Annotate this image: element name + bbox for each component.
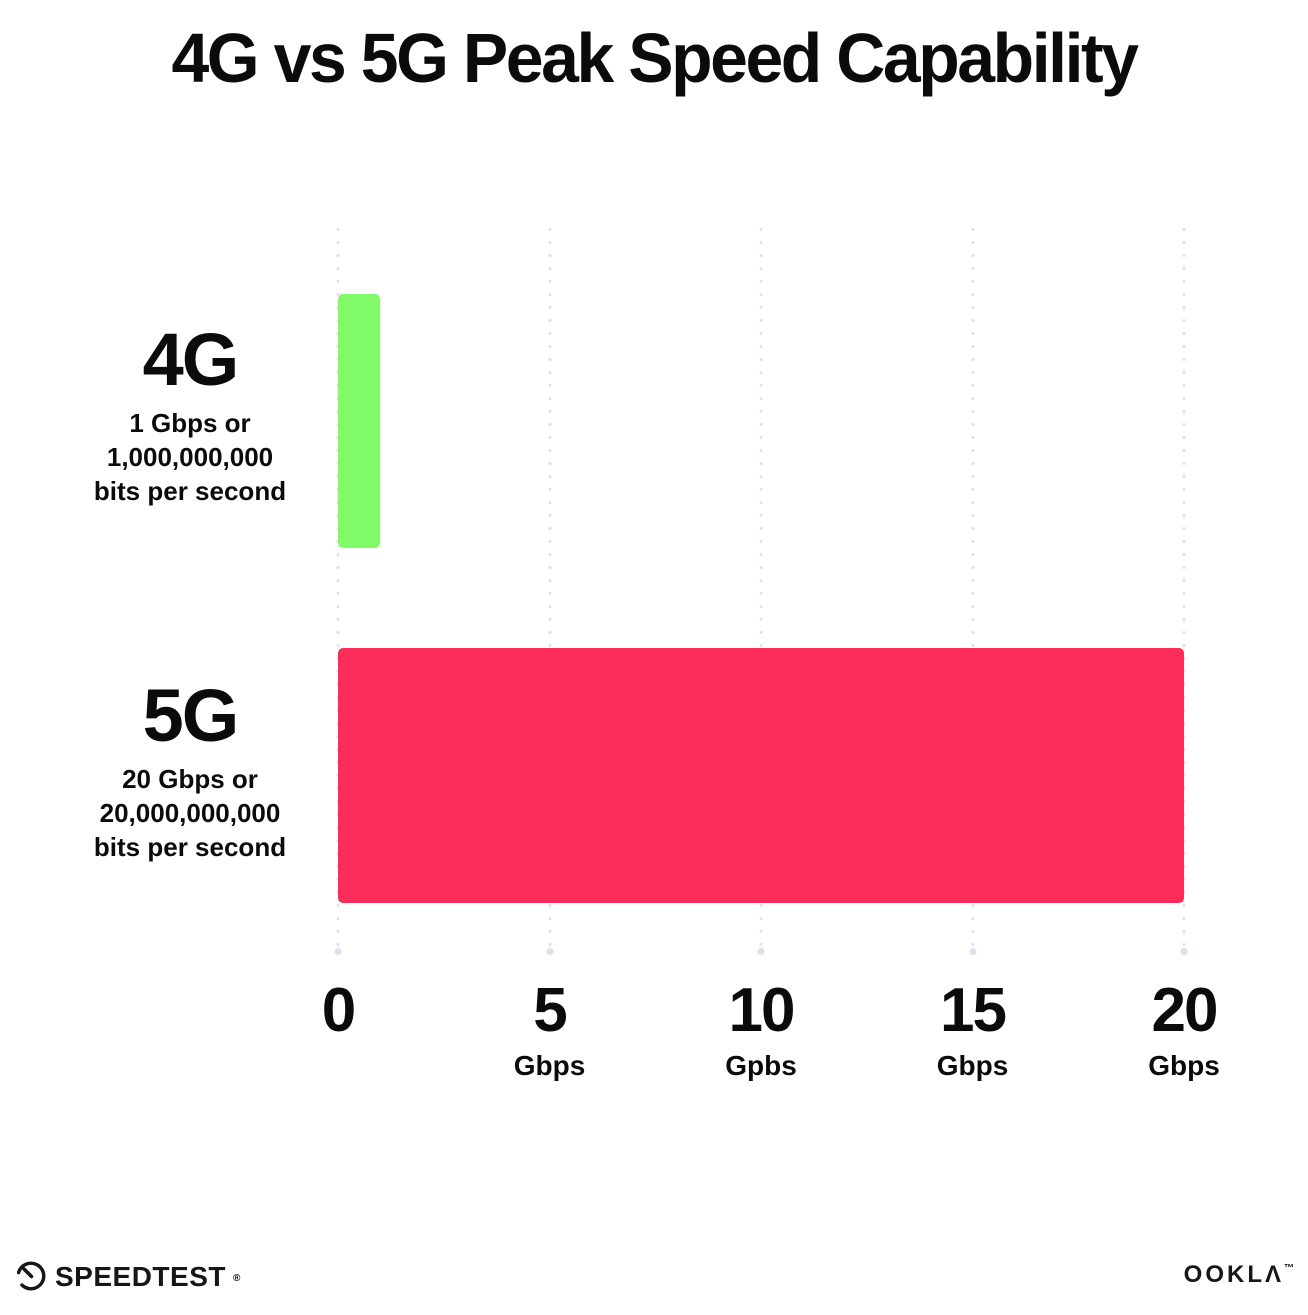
trademark-mark: ™: [1284, 1263, 1294, 1274]
ookla-logo: OOKLΛ™: [1184, 1261, 1294, 1289]
x-tick-10: 10 Gpbs: [641, 978, 881, 1080]
x-axis: 0 5 Gbps 10 Gpbs 15 Gbps 20 Gbps: [322, 978, 1220, 1108]
x-tick-15: 15 Gbps: [853, 978, 1093, 1080]
x-tick-0: 0: [218, 978, 458, 1043]
gridline-20: [1180, 223, 1188, 955]
bar-5g: [338, 648, 1184, 903]
category-sublabel: 1 Gbps or: [129, 407, 251, 438]
row-label-4g: 4G 1 Gbps or 1,000,000,000 bits per second: [40, 318, 340, 508]
gridline-5: [546, 223, 553, 955]
gridline-10: [757, 223, 765, 955]
bar-4g: [338, 294, 381, 548]
x-tick-value: 10: [728, 976, 796, 1045]
category-name: 5G: [142, 674, 240, 757]
x-tick-unit: Gpbs: [725, 1050, 797, 1082]
x-tick-value: 0: [321, 976, 356, 1045]
category-sublabel: bits per second: [93, 831, 287, 862]
gridline-15: [969, 223, 976, 955]
category-sublabel: 20,000,000,000: [99, 797, 281, 828]
chart-title: 4G vs 5G Peak Speed Capability: [171, 19, 1139, 97]
x-tick-20: 20 Gbps: [1064, 978, 1304, 1080]
ookla-wordmark: OOKLΛ: [1183, 1261, 1284, 1288]
x-tick-value: 15: [940, 976, 1007, 1045]
category-sublabel: 20 Gbps or: [122, 763, 258, 794]
x-tick-value: 20: [1151, 976, 1219, 1045]
speedtest-logo: SPEEDTEST ®: [15, 1260, 240, 1293]
x-tick-unit: Gbps: [513, 1050, 586, 1082]
x-tick-unit: Gbps: [1148, 1050, 1220, 1082]
gridline-0: [334, 223, 342, 955]
speedtest-gauge-icon: [16, 1261, 46, 1291]
x-tick-unit: Gbps: [936, 1050, 1009, 1082]
row-label-5g: 5G 20 Gbps or 20,000,000,000 bits per secon…: [40, 674, 340, 864]
footer: SPEEDTEST ® OOKLΛ™: [0, 1245, 1308, 1315]
category-name: 4G: [142, 318, 240, 401]
plot-area: [334, 223, 1188, 955]
category-sublabel: bits per second: [93, 475, 287, 506]
category-sublabel: 1,000,000,000: [106, 441, 274, 472]
x-tick-value: 5: [533, 976, 567, 1045]
registered-mark: ®: [232, 1273, 241, 1284]
speedtest-wordmark: SPEEDTEST: [55, 1260, 226, 1292]
x-tick-5: 5 Gbps: [430, 978, 670, 1080]
